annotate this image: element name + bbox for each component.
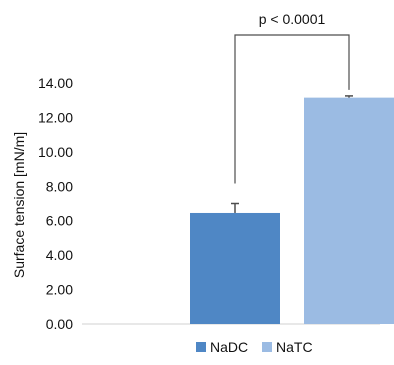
y-tick-label: 14.00: [38, 75, 73, 91]
y-axis-label: Surface tension [mN/m]: [11, 132, 27, 278]
y-tick-label: 12.00: [38, 109, 73, 125]
bar-nadc: [190, 212, 280, 324]
significance-bracket: [234, 34, 350, 184]
y-tick-label: 6.00: [46, 213, 73, 229]
legend-swatch-nadc: [196, 342, 206, 352]
y-tick-label: 8.00: [46, 178, 73, 194]
y-tick-label: 0.00: [46, 316, 73, 332]
legend-swatch-natc: [262, 342, 272, 352]
bar-natc: [304, 97, 394, 324]
y-tick-label: 4.00: [46, 247, 73, 263]
p-value-label: p < 0.0001: [259, 11, 326, 27]
y-tick-label: 10.00: [38, 144, 73, 160]
y-tick-label: 2.00: [46, 282, 73, 298]
legend-label-natc: NaTC: [276, 339, 313, 355]
legend-label-nadc: NaDC: [210, 339, 248, 355]
